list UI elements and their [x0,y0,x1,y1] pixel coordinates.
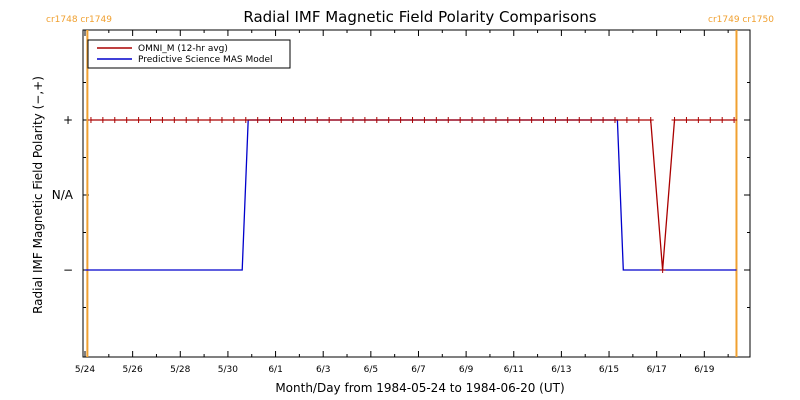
data-point [671,117,678,123]
data-point [183,117,190,123]
chart-title: Radial IMF Magnetic Field Polarity Compa… [243,8,596,26]
data-point [266,117,273,123]
carrington-label-left: cr1748 cr1749 [46,15,112,25]
data-point [647,117,654,123]
data-point [552,117,559,123]
data-point [611,117,618,123]
data-point [540,117,547,123]
x-tick-label: 6/5 [364,365,378,375]
y-tick-label: − [63,263,73,277]
data-point [659,267,666,273]
data-point [171,117,178,123]
data-point [457,117,464,123]
series-line [91,119,735,271]
x-tick-label: 5/28 [170,365,190,375]
x-tick-label: 6/15 [599,365,619,375]
x-axis-label: Month/Day from 1984-05-24 to 1984-06-20 … [275,381,564,395]
x-tick-label: 5/26 [123,365,143,375]
data-point [731,117,738,123]
x-tick-label: 6/13 [551,365,571,375]
data-point [326,117,333,123]
x-tick-label: 5/30 [218,365,238,375]
data-point [528,117,535,123]
data-point [373,117,380,123]
data-point [314,117,321,123]
data-point [719,117,726,123]
x-tick-label: 6/7 [411,365,425,375]
data-point [349,117,356,123]
plot-frame [82,29,751,358]
x-tick-label: 6/9 [459,365,474,375]
series-layer [85,117,738,273]
data-point [338,117,345,123]
data-point [683,117,690,123]
data-point [123,117,130,123]
data-point [195,117,202,123]
data-point [242,117,249,123]
data-point [504,117,511,123]
data-point [87,117,94,123]
y-tick-label: N/A [52,188,74,202]
data-point [290,117,297,123]
carrington-label-right: cr1749 cr1750 [708,15,774,25]
data-point [635,117,642,123]
x-tick-label: 6/1 [268,365,282,375]
data-point [147,117,154,123]
x-axis: 5/24 5/26 5/28 5/30 6/1 6/3 6/5 6/7 6/9 6/11 6/13 6… [75,30,729,375]
data-point [564,117,571,123]
data-point [695,117,702,123]
data-point [218,117,225,123]
data-point [159,117,166,123]
y-axis: + N/A − [52,82,750,308]
legend-label-mas: Predictive Science MAS Model [138,55,273,65]
data-point [230,117,237,123]
carrington-rotation-lines [86,30,738,357]
legend-box [87,39,291,69]
data-point [588,117,595,123]
data-point [600,117,607,123]
data-point [433,117,440,123]
data-point [385,117,392,123]
series-line [85,119,737,271]
data-point [278,117,285,123]
x-tick-label: 5/24 [75,365,95,375]
data-point [421,117,428,123]
data-point [254,117,261,123]
legend: OMNI_M (12-hr avg) Predictive Science MA… [87,39,291,69]
x-tick-label: 6/17 [647,365,667,375]
y-tick-label: + [63,113,73,127]
data-point [99,117,106,123]
data-point [480,117,487,123]
x-tick-label: 6/11 [504,365,524,375]
data-point [302,117,309,123]
data-point [707,117,714,123]
data-point [576,117,583,123]
y-axis-label: Radial IMF Magnetic Field Polarity (−,+) [31,76,45,314]
data-point [445,117,452,123]
data-point [207,117,214,123]
data-point [397,117,404,123]
data-point [469,117,476,123]
data-point [361,117,368,123]
x-tick-label: 6/3 [316,365,330,375]
data-point [409,117,416,123]
data-point [492,117,499,123]
data-point [135,117,142,123]
x-tick-label: 6/19 [694,365,714,375]
data-point [623,117,630,123]
data-point [516,117,523,123]
data-point [111,117,118,123]
legend-label-omni: OMNI_M (12-hr avg) [138,44,228,54]
